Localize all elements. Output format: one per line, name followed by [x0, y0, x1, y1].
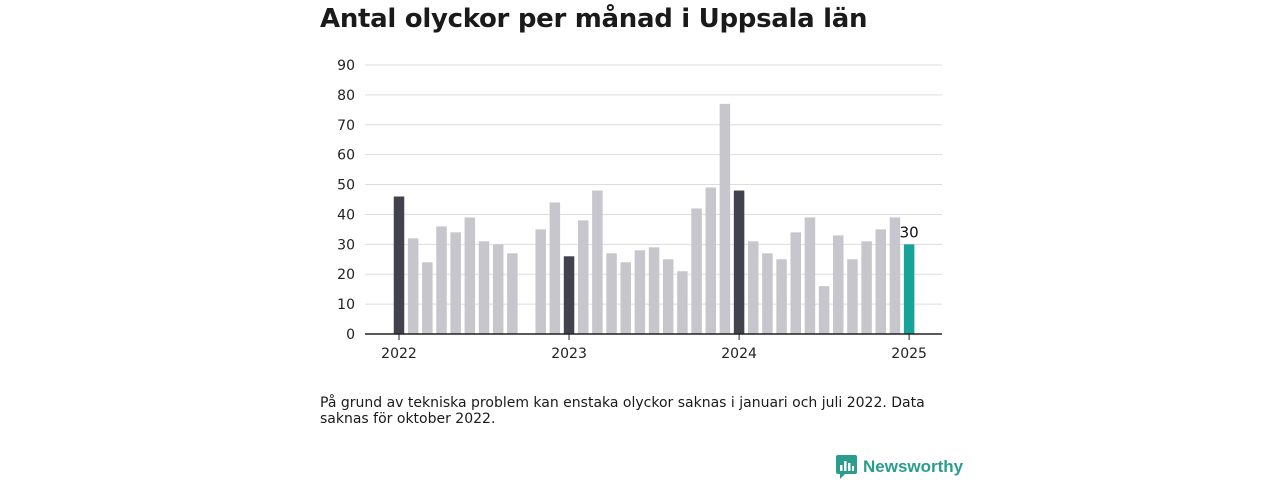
bar-2022-12 — [549, 202, 561, 334]
bar-2023-01 — [563, 256, 575, 334]
data-label-latest: 30 — [900, 223, 919, 241]
bar-2023-10 — [691, 208, 702, 334]
y-tick-label: 10 — [337, 297, 355, 313]
footnote: På grund av tekniska problem kan enstaka… — [320, 395, 925, 427]
x-tick-label: 2024 — [721, 346, 757, 362]
annotations: 30 — [900, 223, 919, 241]
bar-2023-03 — [592, 190, 603, 334]
bar-2024-03 — [762, 253, 773, 334]
bar-2024-08 — [833, 235, 844, 334]
bar-2022-08 — [492, 244, 504, 334]
bar-2024-11 — [875, 229, 887, 334]
bar-2024-01 — [733, 190, 745, 334]
chart-title: Antal olyckor per månad i Uppsala län — [320, 4, 868, 34]
bar-2022-02 — [407, 238, 419, 334]
bar-2023-11 — [705, 187, 716, 334]
bar-2024-04 — [776, 259, 787, 334]
bar-2023-05 — [620, 262, 631, 334]
bar-2023-06 — [634, 250, 646, 334]
bar-2023-04 — [606, 253, 617, 334]
bar-2022-06 — [464, 217, 476, 334]
x-tick-label: 2023 — [551, 346, 587, 362]
y-tick-label: 40 — [337, 207, 355, 223]
y-tick-label: 70 — [337, 118, 355, 134]
bar-2022-01 — [393, 196, 405, 334]
bar-2024-05 — [790, 232, 802, 334]
x-tick-label: 2025 — [891, 346, 927, 362]
y-tick-label: 30 — [337, 237, 355, 253]
bar-2023-09 — [677, 271, 688, 334]
bar-2025-01 — [903, 244, 915, 334]
bar-2022-04 — [436, 226, 447, 334]
bar-2023-12 — [719, 103, 731, 334]
bar-2022-11 — [535, 229, 546, 334]
bar-2022-05 — [450, 232, 461, 334]
brand-name: Newsworthy — [863, 457, 964, 476]
y-tick-label: 80 — [337, 88, 355, 104]
x-axis-tick-labels: 2022 2023 2024 2025 — [381, 334, 927, 362]
bars — [393, 103, 915, 334]
bar-2024-09 — [847, 259, 858, 334]
y-axis-tick-labels: 0 10 20 30 40 50 60 70 80 90 — [337, 58, 355, 343]
bar-2024-10 — [861, 241, 872, 334]
bar-2024-12 — [889, 217, 901, 334]
y-tick-label: 50 — [337, 178, 355, 194]
bar-2023-08 — [662, 259, 674, 334]
bar-2022-03 — [422, 262, 433, 334]
y-tick-label: 20 — [337, 267, 355, 283]
bar-2024-06 — [804, 217, 816, 334]
bar-2024-07 — [818, 286, 830, 334]
bar-2023-07 — [648, 247, 660, 334]
y-tick-label: 0 — [346, 327, 355, 343]
y-tick-label: 90 — [337, 58, 355, 74]
bar-chart-logo-icon — [836, 455, 857, 479]
x-tick-label: 2022 — [381, 346, 417, 362]
bar-2022-09 — [507, 253, 518, 334]
bar-2024-02 — [748, 241, 759, 334]
newsworthy-logo[interactable]: Newsworthy — [836, 455, 963, 479]
bar-2022-07 — [478, 241, 490, 334]
bar-2023-02 — [577, 220, 589, 334]
y-tick-label: 60 — [337, 148, 355, 164]
